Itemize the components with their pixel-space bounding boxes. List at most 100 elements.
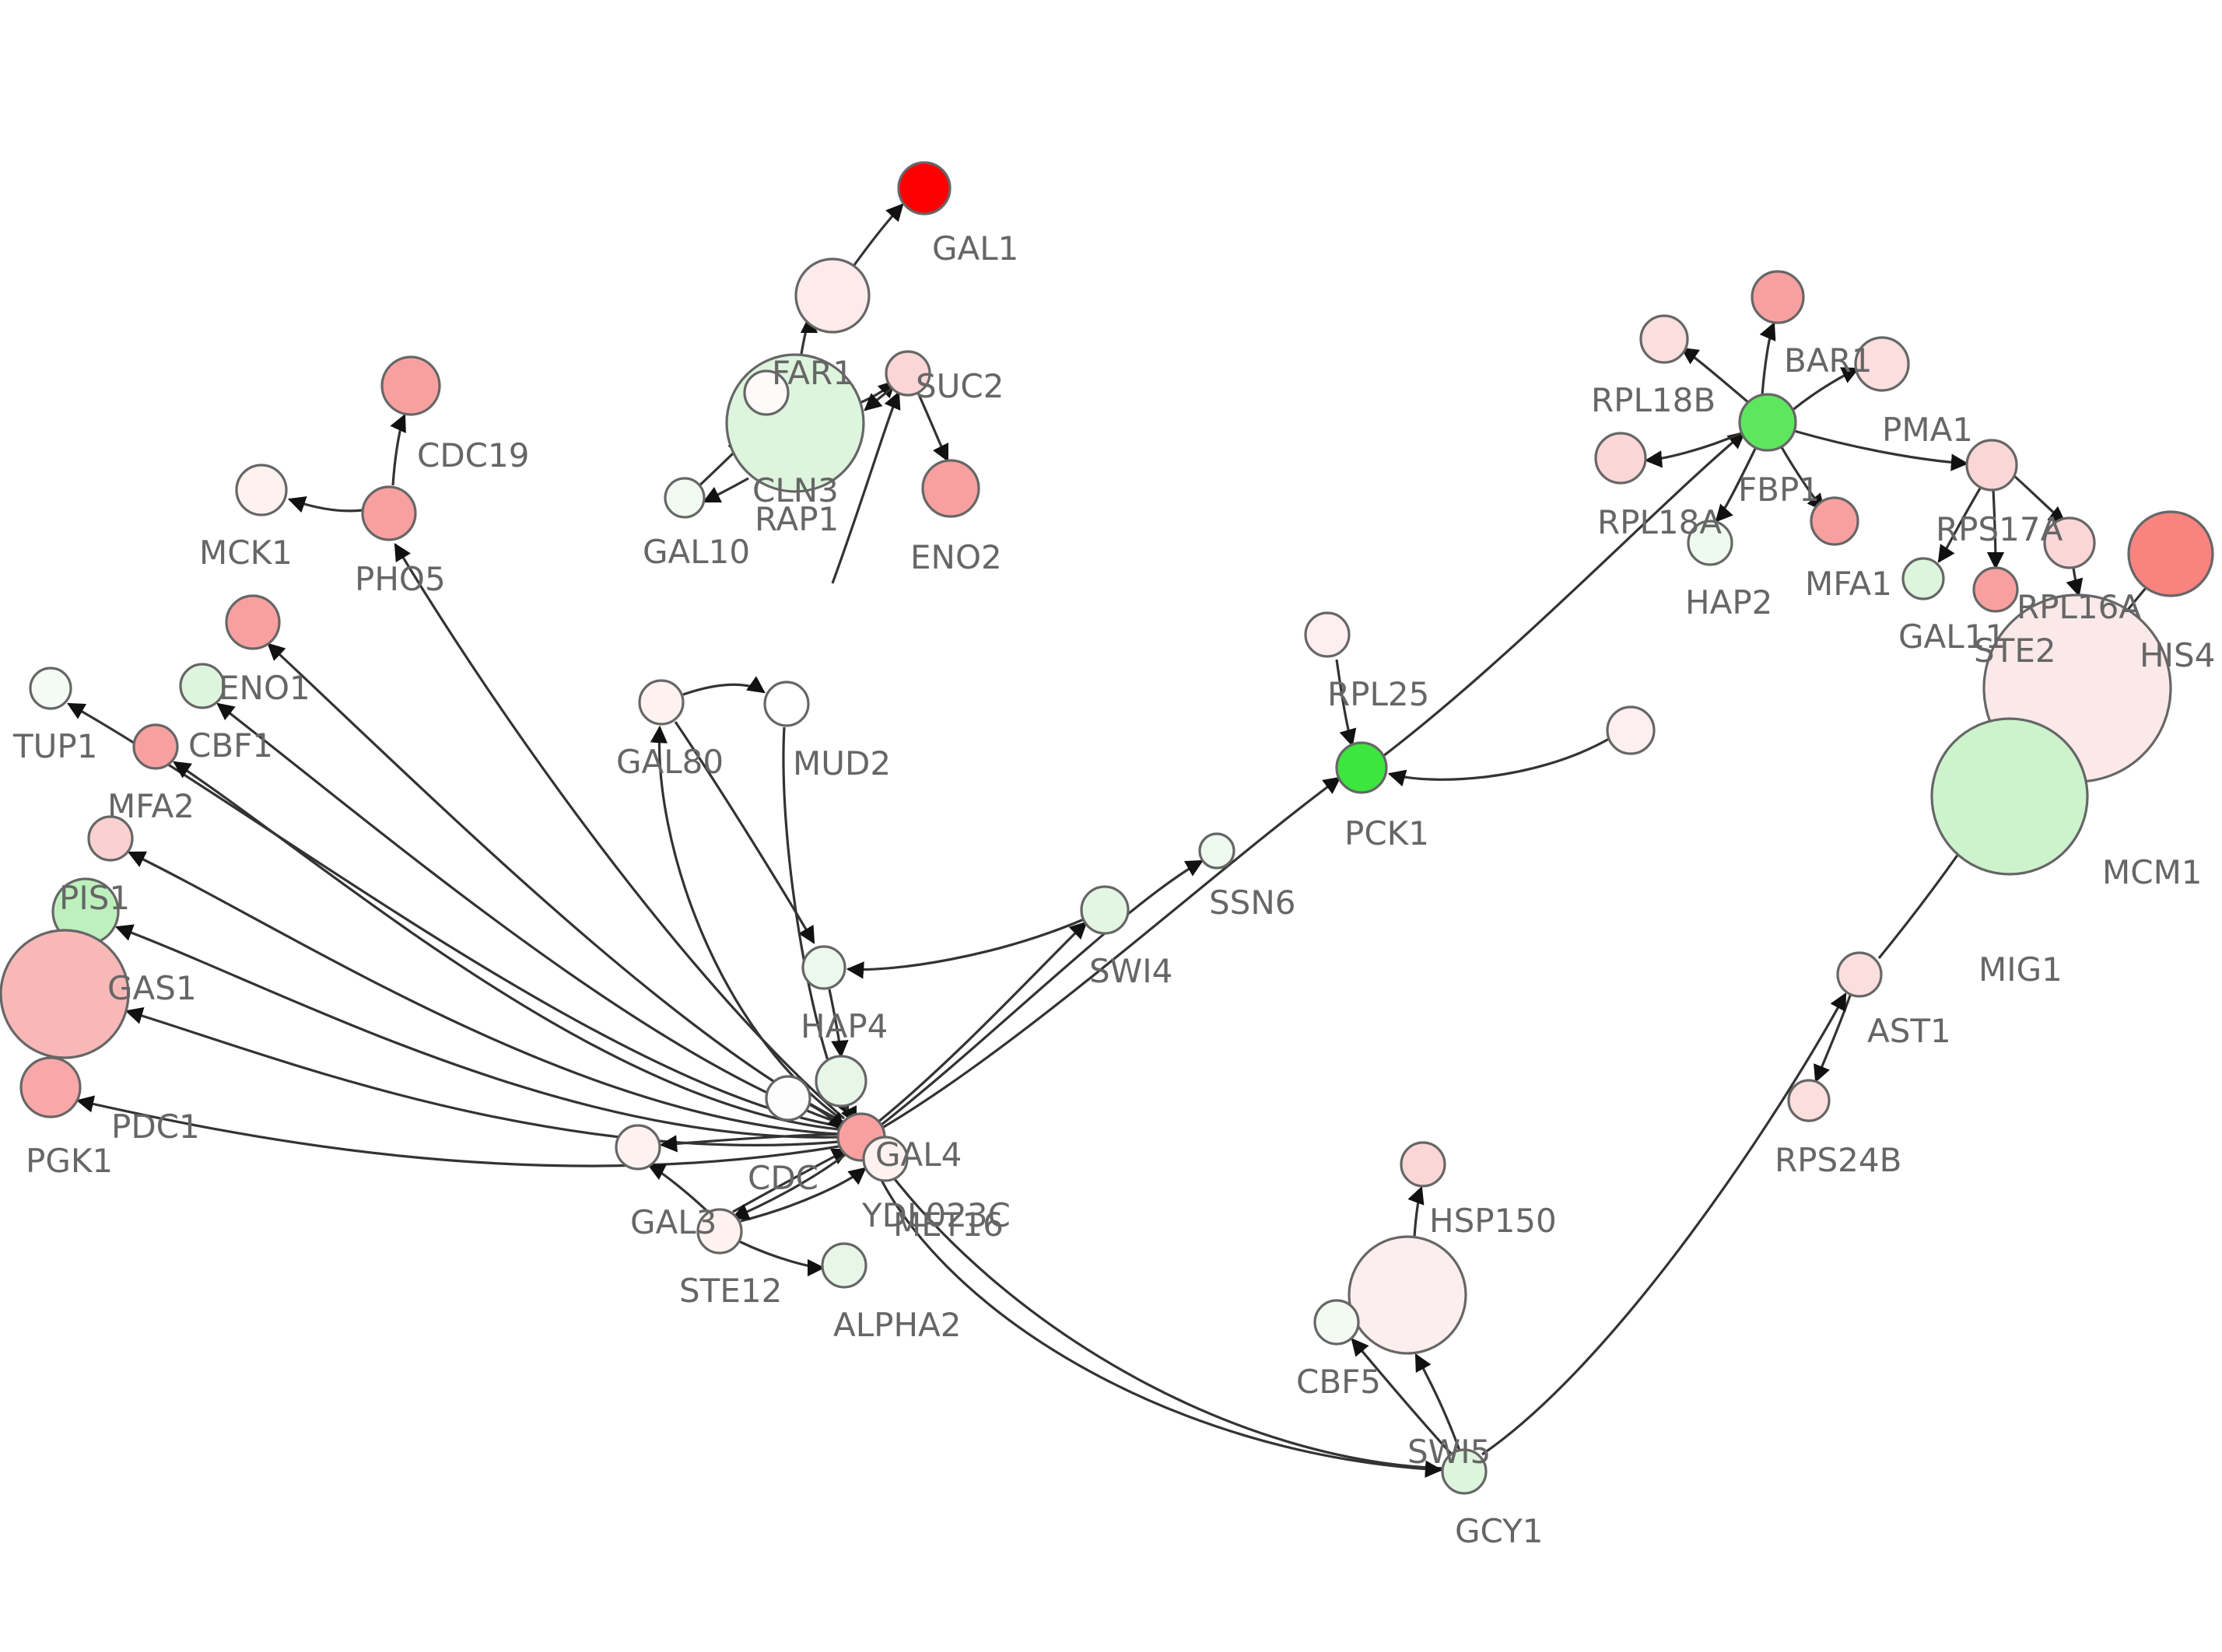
node-label-hap2: HAP2	[1685, 583, 1772, 621]
edge-suc2-to-cln3	[864, 387, 892, 411]
edge-pho5-to-cdc19	[390, 413, 406, 486]
edge-gal4-to-pgk1	[75, 1095, 839, 1167]
node-pis1[interactable]	[87, 815, 134, 862]
edge-gcy1-to-ast1	[1481, 992, 1847, 1456]
node-rpl18a[interactable]	[1594, 432, 1647, 485]
node-label-ste2: STE2	[1974, 632, 2056, 670]
node-label-hsp150: HSP150	[1429, 1202, 1557, 1240]
node-label-ydl023c: YDL023C	[861, 1196, 1011, 1234]
node-gal1[interactable]	[897, 161, 952, 215]
node-label-rpl18a: RPL18A	[1597, 503, 1722, 541]
node-gal80[interactable]	[638, 679, 685, 726]
node-ste2[interactable]	[1972, 566, 2019, 613]
node-gcy1[interactable]	[1441, 1448, 1488, 1495]
node-label-gal3: GAL3	[630, 1203, 717, 1241]
node-cbf5[interactable]	[1313, 1299, 1360, 1346]
node-label-far1: FAR1	[772, 354, 853, 392]
node-label-gcy1: GCY1	[1455, 1512, 1544, 1550]
node-label-gal10: GAL10	[643, 533, 750, 571]
node-mfa1[interactable]	[1810, 496, 1859, 546]
node-hap4[interactable]	[801, 945, 846, 990]
node-label-swi5: SWI5	[1407, 1433, 1491, 1471]
node-his4[interactable]	[2127, 510, 2214, 597]
edge-gal4-to-tup1	[67, 702, 841, 1128]
edge-gal4-to-mfa2	[173, 761, 839, 1131]
node-label-gal1: GAL1	[932, 229, 1018, 268]
node-mfa2[interactable]	[132, 723, 179, 770]
node-label-gal11: GAL11	[1898, 618, 2006, 656]
edge-fbp1-to-hap2	[1715, 448, 1757, 523]
node-ssn6[interactable]	[1198, 832, 1235, 870]
node-label-pck1: PCK1	[1344, 814, 1429, 852]
node-rpl16a[interactable]	[2043, 516, 2096, 569]
node-ste12[interactable]	[696, 1208, 743, 1255]
edge-gal4-to-gal3	[659, 1132, 841, 1153]
node-pck1[interactable]	[1335, 741, 1388, 794]
node-pgk1[interactable]	[19, 1056, 82, 1118]
edge-pho5-to-mck1	[287, 496, 363, 513]
node-label-mig1: MIG1	[1978, 950, 2063, 989]
node-ydl023c[interactable]	[862, 1136, 909, 1182]
node-label-gal80: GAL80	[616, 743, 724, 781]
node-cdc39b[interactable]	[815, 1055, 867, 1108]
node-mck1[interactable]	[235, 464, 288, 516]
edge-gcy1-to-gal4	[878, 1157, 1446, 1470]
edge-gal4-to-swi4	[876, 921, 1088, 1124]
node-cbf1[interactable]	[179, 663, 226, 709]
node-label-cdc19: CDC19	[417, 436, 529, 474]
edge-rpl25-to-pck1	[1335, 659, 1357, 747]
node-gal10[interactable]	[664, 477, 706, 519]
node-rps24b_u[interactable]	[1606, 705, 1656, 755]
node-hap2[interactable]	[1687, 520, 1733, 566]
node-label-ast1: AST1	[1867, 1012, 1951, 1050]
edge-cln3-to-gal10	[702, 477, 749, 503]
node-tup1[interactable]	[29, 667, 72, 710]
node-suc2[interactable]	[885, 350, 931, 397]
node-eno1[interactable]	[225, 594, 281, 650]
edge-swi5-to-hsp150	[1407, 1185, 1425, 1237]
node-label-rpl16a: RPL16A	[2017, 588, 2141, 626]
node-rps24b[interactable]	[1787, 1079, 1831, 1122]
edge-ste12-to-ydl023c	[740, 1167, 867, 1223]
edge-ste12-to-gal4	[732, 1148, 850, 1213]
node-label-tup1: TUP1	[12, 727, 97, 765]
node-far1[interactable]	[794, 257, 871, 334]
node-mud2[interactable]	[763, 681, 810, 727]
node-label-gas1: GAS1	[107, 969, 197, 1007]
node-cdc39[interactable]	[765, 1075, 811, 1122]
node-label-rps17a: RPS17A	[1936, 510, 2063, 548]
node-label-swi4: SWI4	[1089, 952, 1172, 990]
node-bar1[interactable]	[1751, 270, 1805, 324]
node-label-rap1: RAP1	[755, 500, 839, 538]
node-mig1[interactable]	[1930, 717, 2089, 876]
node-pho5[interactable]	[361, 485, 417, 541]
edge-fbp1-to-rpl18b	[1681, 347, 1751, 404]
node-rpl18b[interactable]	[1639, 314, 1689, 364]
node-pma1[interactable]	[1854, 336, 1910, 392]
edge-gcy1-to-cbf5	[1351, 1338, 1453, 1456]
node-fbp1[interactable]	[1738, 393, 1797, 452]
node-rpl25[interactable]	[1304, 611, 1351, 658]
node-rps17a[interactable]	[1965, 439, 2018, 492]
node-alpha2[interactable]	[821, 1242, 867, 1289]
edge-gal4-to-cbf1	[216, 702, 841, 1125]
node-cdc19[interactable]	[380, 355, 441, 416]
node-swi4[interactable]	[1080, 885, 1130, 935]
node-gal11[interactable]	[1901, 557, 1945, 600]
node-swi5[interactable]	[1348, 1235, 1467, 1355]
node-gal3[interactable]	[615, 1124, 661, 1171]
node-ast1[interactable]	[1836, 951, 1883, 998]
edge-gal4-to-gal80	[650, 725, 841, 1120]
node-label-mfa1: MFA1	[1805, 565, 1892, 603]
node-rap1[interactable]	[743, 369, 790, 416]
node-eno2[interactable]	[921, 459, 980, 518]
edge-fbp1-to-pma1	[1790, 367, 1860, 412]
node-label-eno1: ENO1	[219, 669, 310, 707]
edge-gal4-to-ssn6	[881, 859, 1204, 1126]
edge-gal4-to-gas1	[114, 924, 839, 1139]
node-hsp150[interactable]	[1400, 1141, 1446, 1188]
node-pdc1[interactable]	[0, 929, 130, 1059]
node-label-pgk1: PGK1	[26, 1142, 113, 1180]
